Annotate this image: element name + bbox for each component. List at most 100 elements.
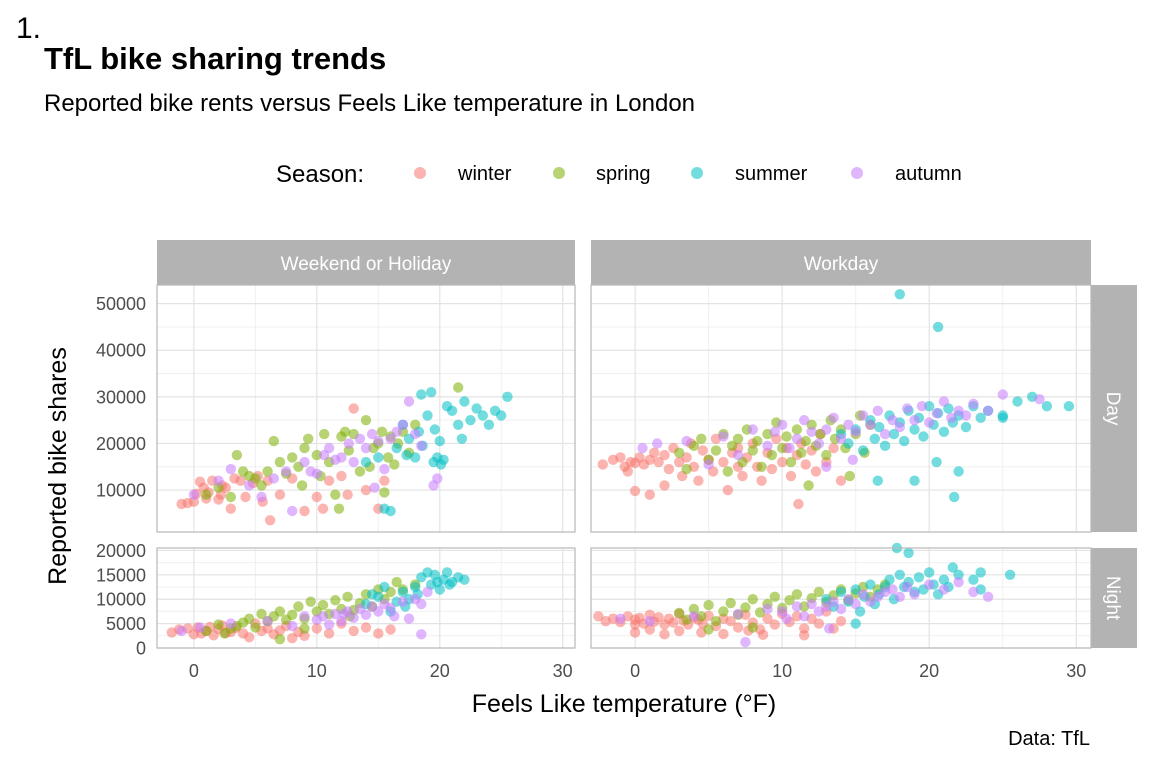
y-axis-title: Reported bike shares: [44, 347, 72, 585]
point-summer: [953, 569, 964, 580]
point-spring: [299, 623, 310, 634]
point-summer: [385, 505, 396, 517]
point-autumn: [865, 419, 876, 430]
point-winter: [244, 632, 255, 643]
point-summer: [869, 433, 880, 444]
point-summer: [373, 452, 384, 463]
point-winter: [644, 624, 655, 635]
panel-weekend-night: [156, 547, 576, 649]
point-winter: [810, 466, 822, 477]
legend-key-summer: summer: [691, 163, 808, 185]
point-winter: [311, 623, 322, 634]
point-autumn: [777, 419, 788, 430]
point-autumn: [389, 611, 400, 622]
point-autumn: [806, 598, 817, 610]
point-autumn: [887, 415, 898, 426]
point-winter: [653, 612, 664, 623]
legend: Season: winter spring summer autumn: [276, 161, 962, 188]
point-winter: [360, 484, 372, 496]
point-summer: [865, 579, 876, 590]
point-winter: [725, 616, 736, 627]
point-autumn: [391, 426, 402, 437]
point-spring: [784, 595, 795, 606]
point-autumn: [343, 438, 354, 449]
point-autumn: [872, 591, 883, 602]
point-winter: [629, 627, 641, 638]
point-autumn: [176, 625, 187, 637]
x-tick-label: 30: [553, 661, 573, 681]
point-spring: [781, 431, 792, 442]
point-summer: [968, 574, 979, 585]
point-autumn: [397, 419, 409, 430]
point-autumn: [821, 424, 832, 435]
point-autumn: [366, 428, 378, 440]
point-spring: [674, 607, 685, 619]
point-autumn: [718, 431, 729, 442]
point-summer: [471, 403, 482, 414]
legend-key-spring: spring: [553, 163, 650, 185]
point-winter: [622, 466, 633, 477]
legend-label-summer: summer: [735, 163, 808, 185]
y-tick-label: 20000: [96, 541, 146, 561]
strip-row-night-label: Night: [1102, 576, 1123, 621]
point-winter: [348, 403, 359, 414]
point-summer: [1004, 569, 1016, 580]
point-winter: [718, 456, 729, 468]
point-winter: [629, 485, 641, 497]
point-winter: [674, 456, 685, 468]
point-spring: [213, 619, 224, 630]
point-winter: [663, 463, 675, 475]
y-tick-label: 0: [136, 639, 146, 659]
legend-swatch-winter: [414, 167, 426, 179]
point-spring: [752, 435, 763, 447]
point-autumn: [688, 611, 700, 622]
legend-swatch-autumn: [851, 167, 863, 179]
point-winter: [264, 515, 276, 526]
point-winter: [769, 619, 780, 630]
point-autumn: [791, 601, 803, 612]
point-summer: [432, 452, 443, 463]
point-summer: [997, 412, 1008, 423]
point-autumn: [317, 611, 329, 622]
point-spring: [747, 594, 758, 605]
point-spring: [311, 449, 322, 461]
point-autumn: [953, 405, 964, 416]
strip-col-workday-label: Workday: [804, 254, 879, 275]
point-spring: [681, 463, 692, 475]
point-summer: [850, 584, 861, 595]
point-autumn: [369, 482, 380, 493]
point-summer: [453, 419, 464, 430]
point-spring: [791, 589, 803, 600]
point-autumn: [938, 396, 950, 407]
point-autumn: [843, 419, 854, 430]
legend-label-winter: winter: [457, 163, 512, 185]
point-summer: [918, 431, 929, 442]
point-summer: [843, 438, 854, 449]
point-winter: [762, 613, 773, 624]
point-winter: [828, 442, 839, 454]
point-summer: [397, 586, 409, 598]
point-autumn: [732, 449, 744, 461]
figure-number: 1.: [16, 12, 42, 45]
point-winter: [317, 503, 329, 514]
point-spring: [844, 470, 855, 482]
point-autumn: [931, 408, 942, 419]
point-autumn: [872, 405, 883, 416]
point-winter: [299, 630, 310, 641]
point-autumn: [847, 454, 858, 465]
point-summer: [884, 574, 895, 585]
point-summer: [422, 410, 433, 421]
y-tick-label: 40000: [96, 341, 146, 361]
point-winter: [342, 489, 353, 500]
point-winter: [225, 503, 236, 514]
point-spring: [360, 415, 372, 426]
point-spring: [382, 452, 394, 463]
point-winter: [311, 491, 322, 503]
point-autumn: [828, 412, 839, 423]
point-autumn: [997, 389, 1008, 400]
point-autumn: [213, 475, 224, 486]
point-summer: [410, 452, 421, 463]
point-winter: [649, 447, 660, 458]
point-winter: [777, 456, 788, 468]
